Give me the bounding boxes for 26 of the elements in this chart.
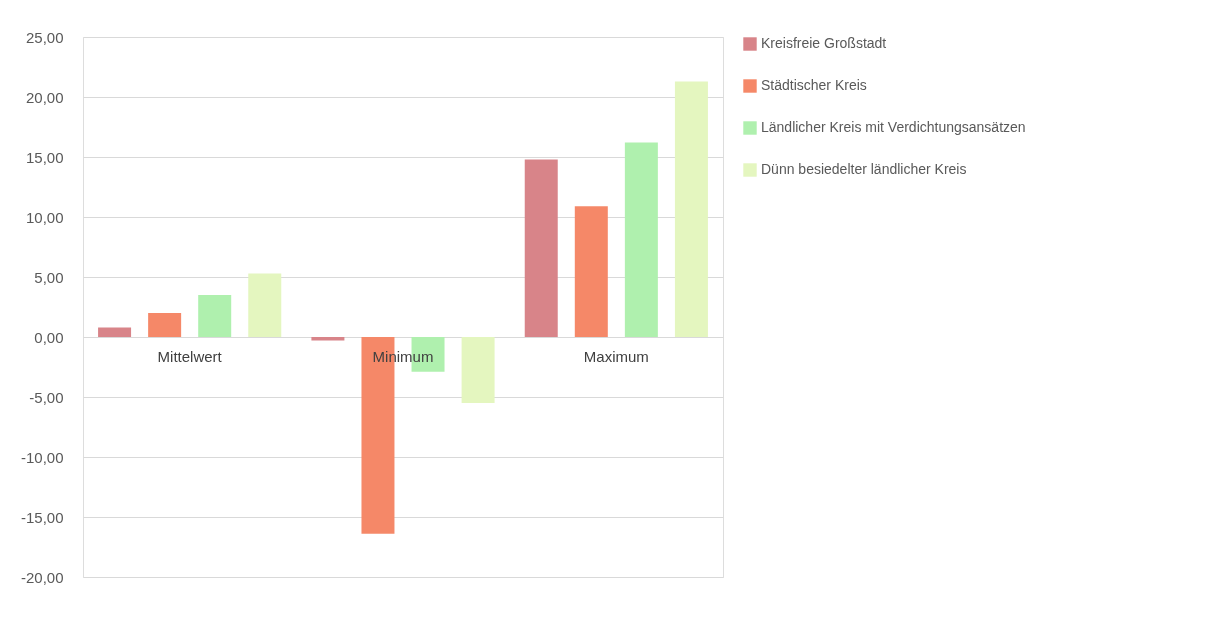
y-tick-label: 5,00	[34, 268, 64, 286]
legend-label: Dünn besiedelter ländlicher Kreis	[761, 161, 967, 177]
bar	[311, 337, 345, 341]
y-tick-label: -10,00	[20, 448, 64, 466]
y-tick-label: -5,00	[29, 388, 64, 406]
bar	[198, 295, 232, 337]
bar	[624, 142, 658, 337]
y-tick-label: 25,00	[25, 28, 64, 46]
bar	[148, 313, 182, 337]
bar	[98, 327, 132, 337]
bar	[248, 273, 282, 337]
y-tick-label: 10,00	[25, 208, 64, 226]
legend-label: Kreisfreie Großstadt	[761, 35, 887, 51]
y-tick-label: 0,00	[34, 328, 64, 346]
bar	[461, 337, 495, 403]
x-tick-label: Mittelwert	[157, 347, 223, 365]
legend-label: Ländlicher Kreis mit Verdichtungsansätzen	[761, 119, 1026, 135]
bar	[574, 206, 608, 337]
bar	[524, 159, 558, 337]
x-tick-label: Maximum	[583, 347, 649, 365]
bar	[674, 81, 708, 337]
y-tick-label: 20,00	[25, 88, 64, 106]
y-tick-label: -20,00	[20, 568, 64, 586]
y-tick-label: -15,00	[20, 508, 64, 526]
y-tick-label: 15,00	[25, 148, 64, 166]
legend-label: Städtischer Kreis	[761, 77, 867, 93]
